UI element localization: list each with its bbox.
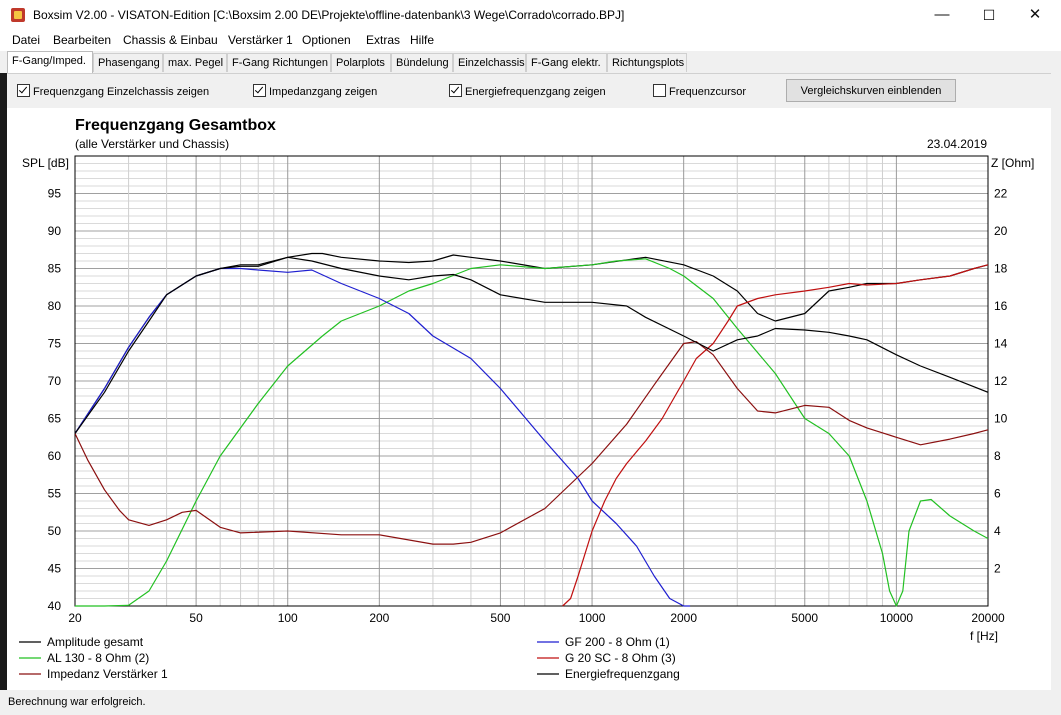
series-line-g-20-sc-8-ohm-3 <box>562 264 988 607</box>
legend-label: AL 130 - 8 Ohm (2) <box>47 651 149 665</box>
x-tick-label: 5000 <box>791 611 818 625</box>
legend-label: Impedanz Verstärker 1 <box>47 667 168 681</box>
chart-legend: Amplitude gesamt GF 200 - 8 Ohm (1) AL 130… <box>19 635 680 681</box>
menu-verstaerker[interactable]: Verstärker 1 <box>228 33 293 47</box>
legend-label: G 20 SC - 8 Ohm (3) <box>565 651 676 665</box>
tab-bar: F-Gang/Imped. Phasengang max. Pegel F-Ga… <box>0 51 1061 74</box>
menu-bar: Datei Bearbeiten Chassis & Einbau Verstä… <box>0 30 1061 51</box>
menu-datei[interactable]: Datei <box>12 33 41 47</box>
y2-axis-label: Z [Ohm] <box>991 156 1034 170</box>
compare-curves-button[interactable]: Vergleichskurven einblenden <box>786 79 956 102</box>
y-axis-label: SPL [dB] <box>22 156 69 170</box>
left-edge <box>0 73 7 690</box>
option-impedanz-label: Impedanzgang zeigen <box>269 86 378 98</box>
right-edge <box>1051 73 1061 690</box>
close-button[interactable]: ✕ <box>1028 6 1042 23</box>
x-tick-label: 20000 <box>971 611 1005 625</box>
x-tick-label: 2000 <box>670 611 697 625</box>
y-tick-label: 75 <box>48 337 62 351</box>
plot-panel: Frequenzgang Gesamtbox (alle Verstärker … <box>7 108 1051 690</box>
series-line-impedanz-verst-rker-1 <box>75 341 988 545</box>
option-impedanz[interactable]: Impedanzgang zeigen <box>253 84 377 98</box>
menu-chassis-einbau[interactable]: Chassis & Einbau <box>123 33 218 47</box>
tab-phasengang[interactable]: Phasengang <box>93 53 163 72</box>
y2-tick-label: 14 <box>994 337 1008 351</box>
legend-label: GF 200 - 8 Ohm (1) <box>565 635 670 649</box>
y-tick-label: 40 <box>48 599 62 613</box>
y-tick-label: 95 <box>48 187 62 201</box>
chart-date: 23.04.2019 <box>927 137 987 151</box>
options-bar: Frequenzgang Einzelchassis zeigen Impeda… <box>7 78 1051 106</box>
option-frequenzcursor[interactable]: Frequenzcursor <box>653 84 746 98</box>
x-tick-label: 20 <box>68 611 82 625</box>
y2-tick-label: 22 <box>994 187 1008 201</box>
x-tick-label: 500 <box>490 611 510 625</box>
checkbox-einzelchassis[interactable] <box>17 84 30 97</box>
y2-tick-label: 20 <box>994 224 1008 238</box>
menu-optionen[interactable]: Optionen <box>302 33 351 47</box>
x-tick-label: 1000 <box>579 611 606 625</box>
y2-tick-label: 16 <box>994 299 1008 313</box>
chart-title: Frequenzgang Gesamtbox <box>75 117 276 134</box>
menu-extras[interactable]: Extras <box>366 33 401 47</box>
y2-tick-label: 18 <box>994 262 1008 276</box>
x-tick-label: 100 <box>278 611 298 625</box>
menu-bearbeiten[interactable]: Bearbeiten <box>53 33 112 47</box>
option-frequenzcursor-label: Frequenzcursor <box>669 86 747 98</box>
maximize-button[interactable]: ☐ <box>982 7 996 23</box>
y-tick-label: 50 <box>48 524 62 538</box>
tab-einzelchassis[interactable]: Einzelchassis <box>453 53 526 72</box>
y-tick-label: 65 <box>48 412 62 426</box>
legend-label: Amplitude gesamt <box>47 635 144 649</box>
option-energie[interactable]: Energiefrequenzgang zeigen <box>449 84 606 98</box>
plot-curves <box>75 252 988 607</box>
frequency-response-chart[interactable]: Frequenzgang Gesamtbox (alle Verstärker … <box>7 108 1051 690</box>
legend-label: Energiefrequenzgang <box>565 667 680 681</box>
plot-frame <box>74 155 989 607</box>
tab-max-pegel[interactable]: max. Pegel <box>163 53 227 72</box>
option-energie-label: Energiefrequenzgang zeigen <box>465 86 606 98</box>
app-icon[interactable] <box>11 8 25 22</box>
option-einzelchassis-label: Frequenzgang Einzelchassis zeigen <box>33 86 210 98</box>
title-bar[interactable]: Boxsim V2.00 - VISATON-Edition [C:\Boxsi… <box>0 0 1061 30</box>
y-tick-label: 55 <box>48 487 62 501</box>
y2-tick-label: 12 <box>994 374 1008 388</box>
checkbox-frequenzcursor[interactable] <box>653 84 666 97</box>
axis-ticks: 20 50 100 200 500 1000 2000 5000 10000 2000040455… <box>48 187 1008 626</box>
y-tick-label: 70 <box>48 374 62 388</box>
y-tick-label: 45 <box>48 562 62 576</box>
tab-fgang-imped[interactable]: F-Gang/Imped. <box>7 51 93 73</box>
tab-richtungsplots[interactable]: Richtungsplots <box>607 53 687 72</box>
series-line-energiefrequenzgang <box>75 256 988 434</box>
tab-fgang-richtungen[interactable]: F-Gang Richtungen <box>227 53 331 72</box>
window-title: Boxsim V2.00 - VISATON-Edition [C:\Boxsi… <box>33 8 625 22</box>
x-tick-label: 50 <box>189 611 203 625</box>
y2-tick-label: 8 <box>994 449 1001 463</box>
y-tick-label: 90 <box>48 224 62 238</box>
x-axis-label: f [Hz] <box>970 629 998 643</box>
chart-subtitle: (alle Verstärker und Chassis) <box>75 137 229 151</box>
option-einzelchassis[interactable]: Frequenzgang Einzelchassis zeigen <box>17 84 209 98</box>
tab-fgang-elektr[interactable]: F-Gang elektr. <box>526 53 607 72</box>
x-tick-label: 200 <box>369 611 389 625</box>
y-tick-label: 60 <box>48 449 62 463</box>
y2-tick-label: 4 <box>994 524 1001 538</box>
plot-grid <box>74 155 989 607</box>
status-bar: Berechnung war erfolgreich. <box>0 691 1061 715</box>
y2-tick-label: 2 <box>994 562 1001 576</box>
checkbox-energie[interactable] <box>449 84 462 97</box>
checkbox-impedanz[interactable] <box>253 84 266 97</box>
tab-buendelung[interactable]: Bündelung <box>391 53 453 72</box>
x-tick-label: 10000 <box>880 611 914 625</box>
tab-polarplots[interactable]: Polarplots <box>331 53 391 72</box>
status-text: Berechnung war erfolgreich. <box>8 696 146 708</box>
menu-hilfe[interactable]: Hilfe <box>410 33 435 47</box>
y-tick-label: 80 <box>48 299 62 313</box>
y-tick-label: 85 <box>48 262 62 276</box>
y2-tick-label: 10 <box>994 412 1008 426</box>
y2-tick-label: 6 <box>994 487 1001 501</box>
series-line-al-130-8-ohm-2 <box>75 258 988 607</box>
minimize-button[interactable]: — <box>934 6 950 23</box>
